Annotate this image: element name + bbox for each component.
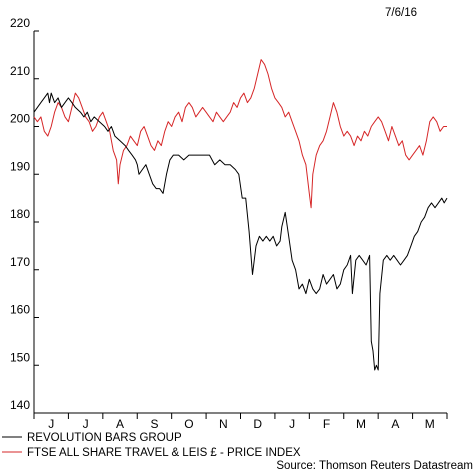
x-tick-label: J <box>48 417 54 431</box>
y-tick-label: 200 <box>10 112 30 126</box>
legend: REVOLUTION BARS GROUP FTSE ALL SHARE TRAV… <box>2 432 301 459</box>
y-tick-label: 150 <box>10 350 30 364</box>
y-tick-label: 190 <box>10 159 30 173</box>
legend-label: REVOLUTION BARS GROUP <box>27 432 182 444</box>
source-label: Source: Thomson Reuters Datastream <box>276 460 473 472</box>
y-tick-label: 140 <box>10 398 30 412</box>
x-tick-label: J <box>83 417 89 431</box>
x-tick-label: N <box>219 417 228 431</box>
y-tick-label: 220 <box>10 16 30 30</box>
y-tick-label: 210 <box>10 64 30 78</box>
x-tick-label: O <box>184 417 193 431</box>
legend-label: FTSE ALL SHARE TRAVEL & LEIS £ - PRICE I… <box>27 447 301 459</box>
y-tick-label: 180 <box>10 207 30 221</box>
series-layer <box>33 59 448 371</box>
series-line-0 <box>33 92 448 371</box>
x-tick-label: M <box>425 417 435 431</box>
y-tick-label: 170 <box>10 255 30 269</box>
x-tick-label: A <box>391 417 399 431</box>
series-line-1 <box>33 59 447 209</box>
x-tick-label: M <box>356 417 366 431</box>
x-tick-label: A <box>116 417 124 431</box>
x-tick-label: F <box>323 417 330 431</box>
y-tick-label: 160 <box>10 303 30 317</box>
y-axis: 140 150 160 170 180 190 200 210 220 <box>10 16 39 414</box>
x-tick-label: J <box>289 417 295 431</box>
x-tick-label: S <box>150 417 158 431</box>
date-label: 7/6/16 <box>385 7 417 19</box>
x-tick-label: D <box>253 417 262 431</box>
